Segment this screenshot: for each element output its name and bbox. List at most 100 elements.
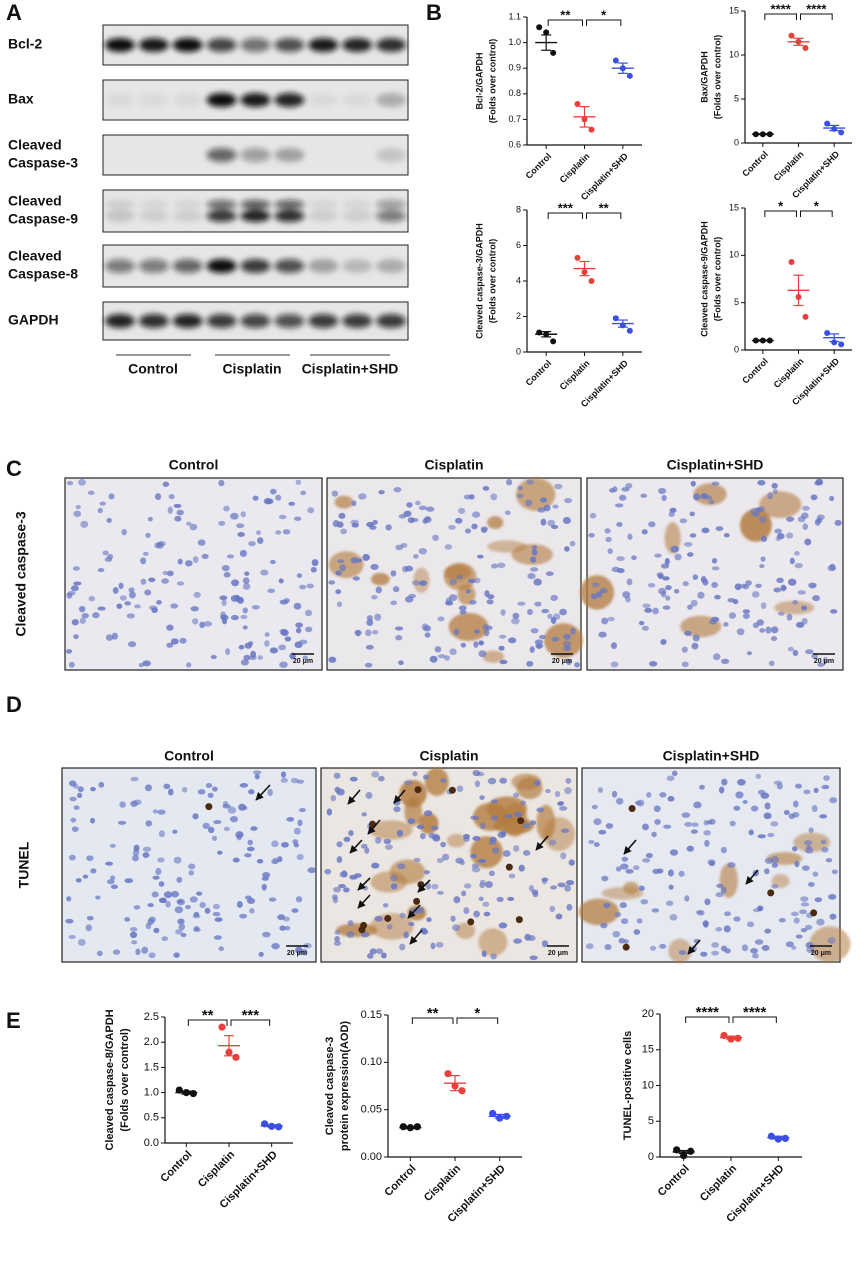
nucleus xyxy=(413,857,421,863)
nucleus xyxy=(691,822,699,827)
band xyxy=(172,210,203,223)
positive-nucleus xyxy=(414,786,422,794)
nucleus xyxy=(275,494,282,501)
nucleus xyxy=(445,600,454,606)
nucleus xyxy=(140,557,147,565)
nucleus xyxy=(135,948,141,956)
nucleus xyxy=(638,885,645,891)
nucleus xyxy=(211,786,218,792)
nucleus xyxy=(760,556,766,562)
band xyxy=(376,199,407,210)
nucleus xyxy=(399,943,406,951)
nucleus xyxy=(552,504,559,509)
nucleus xyxy=(458,605,467,611)
nucleus xyxy=(243,654,251,661)
nucleus xyxy=(251,604,260,610)
nucleus xyxy=(278,644,286,651)
group-label: Cisplatin+SHD xyxy=(302,361,399,377)
nucleus xyxy=(765,626,772,634)
nucleus xyxy=(437,654,446,659)
nucleus xyxy=(754,507,762,513)
nucleus xyxy=(301,948,308,956)
band xyxy=(274,148,305,162)
brown-stain xyxy=(543,623,583,658)
nucleus xyxy=(662,576,670,581)
nucleus xyxy=(112,949,121,955)
nucleus xyxy=(156,600,162,605)
nucleus xyxy=(808,881,815,888)
nucleus xyxy=(231,579,240,587)
nucleus xyxy=(817,662,825,667)
band xyxy=(376,314,407,328)
nucleus xyxy=(90,786,96,792)
nucleus xyxy=(603,902,611,909)
nucleus xyxy=(780,584,787,592)
data-point xyxy=(626,72,633,79)
blot-bands xyxy=(104,93,407,107)
nucleus xyxy=(498,645,505,651)
data-point xyxy=(727,1035,735,1043)
nucleus xyxy=(555,913,563,920)
nucleus xyxy=(491,847,500,854)
nucleus xyxy=(665,900,674,906)
significance-label: **** xyxy=(771,1,792,16)
nucleus xyxy=(816,517,823,524)
nucleus xyxy=(564,787,572,795)
nuclei xyxy=(585,770,838,959)
nucleus xyxy=(73,805,80,811)
nucleus xyxy=(777,611,785,616)
nucleus xyxy=(278,514,287,520)
nucleus xyxy=(124,878,133,884)
nucleus xyxy=(258,951,264,957)
significance-label: **** xyxy=(806,1,827,16)
nucleus xyxy=(478,896,484,901)
nucleus xyxy=(474,629,480,634)
band xyxy=(138,259,169,273)
nucleus xyxy=(791,945,797,950)
nucleus xyxy=(375,948,384,954)
nucleus xyxy=(711,566,720,571)
nucleus xyxy=(229,815,238,823)
nucleus xyxy=(407,517,415,524)
y-axis-label: Cleaved caspase-3 xyxy=(324,1037,336,1135)
nucleus xyxy=(295,946,303,954)
nucleus xyxy=(192,618,199,625)
data-point xyxy=(766,337,773,344)
significance-bracket xyxy=(732,1016,777,1023)
band xyxy=(104,210,135,223)
brown-stain xyxy=(487,540,527,553)
data-point xyxy=(189,1090,197,1098)
nucleus xyxy=(641,529,648,535)
nucleus xyxy=(788,578,797,586)
band xyxy=(308,210,339,223)
nucleus xyxy=(499,777,508,784)
nucleus xyxy=(692,634,700,642)
nucleus xyxy=(219,595,228,601)
nucleus xyxy=(636,918,643,924)
nucleus xyxy=(168,788,174,796)
nucleus xyxy=(81,613,89,619)
nucleus xyxy=(566,903,573,911)
nucleus xyxy=(702,920,709,928)
nucleus xyxy=(157,809,166,815)
nucleus xyxy=(684,822,693,827)
nucleus xyxy=(407,818,415,824)
nucleus xyxy=(506,479,513,486)
nucleus xyxy=(265,498,274,505)
nucleus xyxy=(362,885,369,891)
group-label: Cisplatin xyxy=(222,361,281,377)
nucleus xyxy=(532,891,539,898)
nucleus xyxy=(108,493,115,500)
nucleus xyxy=(364,662,373,668)
x-tick-label: Cisplatin xyxy=(422,1162,464,1204)
nucleus xyxy=(490,953,497,960)
nucleus xyxy=(686,552,694,557)
nuclei xyxy=(65,770,317,959)
brown-stain xyxy=(578,898,620,926)
y-tick-label: 0.6 xyxy=(508,139,521,149)
nucleus xyxy=(240,659,249,666)
panel-label: B xyxy=(426,0,442,25)
nucleus xyxy=(742,799,748,804)
nucleus xyxy=(118,582,124,590)
x-tick-label: Control xyxy=(740,356,770,386)
